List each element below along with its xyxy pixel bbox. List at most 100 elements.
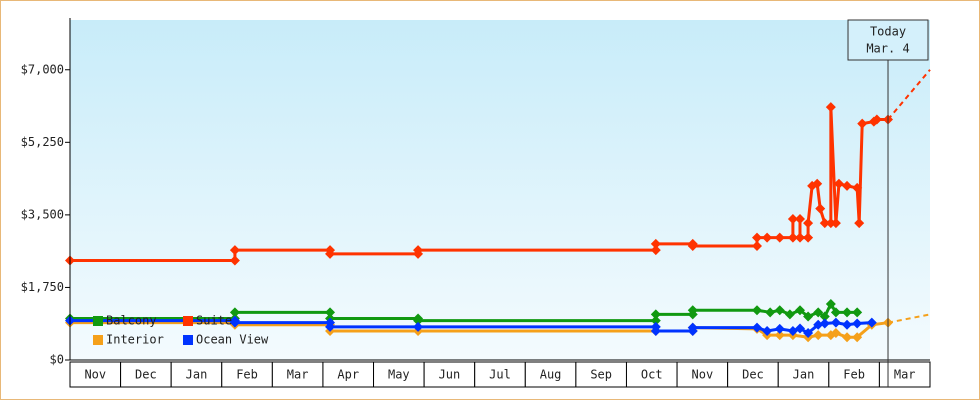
y-tick-label: $3,500 — [21, 207, 64, 221]
point — [813, 319, 824, 330]
point — [794, 232, 805, 243]
legend-swatch — [93, 335, 103, 345]
month-box — [221, 361, 273, 388]
point — [413, 321, 424, 332]
today-label: Today — [870, 25, 906, 39]
x-tick-label: Feb — [236, 368, 258, 382]
month-box — [373, 361, 425, 388]
point — [842, 332, 853, 343]
point — [784, 309, 795, 320]
legend-swatch — [183, 316, 193, 326]
point — [229, 307, 240, 318]
point — [229, 245, 240, 256]
legend-label: Suite — [196, 314, 232, 328]
point — [751, 322, 762, 333]
projection-line — [887, 313, 931, 324]
legend-label: Balcony — [106, 314, 157, 328]
x-tick-label: Oct — [641, 368, 663, 382]
point — [871, 114, 882, 125]
legend-swatch — [93, 316, 103, 326]
point — [687, 322, 698, 333]
point — [813, 307, 824, 318]
point — [687, 305, 698, 316]
month-box — [727, 361, 779, 388]
point — [852, 182, 863, 193]
point — [774, 330, 785, 341]
point — [229, 255, 240, 266]
point — [762, 325, 773, 336]
x-tick-label: Jul — [489, 368, 511, 382]
x-tick-label: Apr — [337, 368, 359, 382]
point — [830, 317, 841, 328]
point — [751, 305, 762, 316]
point — [765, 307, 776, 318]
point — [751, 232, 762, 243]
month-box — [625, 361, 678, 388]
point — [325, 307, 336, 318]
month-box — [170, 361, 223, 388]
point — [325, 248, 336, 259]
point — [842, 319, 853, 330]
point — [815, 203, 826, 214]
point — [762, 232, 773, 243]
point — [687, 240, 698, 251]
today-date: Mar. 4 — [866, 42, 909, 56]
x-tick-label: Dec — [742, 368, 764, 382]
point — [803, 311, 814, 322]
x-tick-label: Jun — [439, 368, 461, 382]
point — [866, 317, 877, 328]
point — [650, 238, 661, 249]
point — [774, 305, 785, 316]
point — [819, 318, 830, 329]
point — [650, 325, 661, 336]
point — [794, 323, 805, 334]
point — [325, 321, 336, 332]
month-box — [575, 361, 627, 388]
point — [852, 307, 863, 318]
point — [830, 307, 841, 318]
point — [650, 315, 661, 326]
point — [830, 218, 841, 229]
y-tick-label: $7,000 — [21, 62, 64, 76]
point — [852, 318, 863, 329]
x-tick-label: Mar — [287, 368, 309, 382]
month-box — [828, 361, 880, 388]
point — [794, 214, 805, 225]
y-tick-label: $1,750 — [21, 280, 64, 294]
legend-swatch — [183, 335, 193, 345]
point — [825, 299, 836, 310]
point — [857, 118, 868, 129]
month-box — [474, 361, 526, 388]
x-tick-label: Mar — [894, 368, 916, 382]
month-box — [271, 361, 324, 388]
x-tick-label: Sep — [590, 368, 612, 382]
point — [794, 305, 805, 316]
y-tick-label: $5,250 — [21, 135, 64, 149]
legend-label: Ocean View — [196, 333, 269, 347]
x-tick-label: Feb — [843, 368, 865, 382]
x-tick-label: Jan — [793, 368, 815, 382]
month-box — [524, 361, 577, 388]
point — [413, 245, 424, 256]
point — [842, 180, 853, 191]
point — [825, 102, 836, 113]
month-box — [777, 361, 830, 388]
projection-line — [887, 69, 931, 121]
point — [819, 311, 830, 322]
x-tick-label: Dec — [135, 368, 157, 382]
x-tick-label: May — [388, 368, 410, 382]
point — [854, 218, 865, 229]
point — [803, 328, 814, 339]
x-tick-label: Nov — [84, 368, 106, 382]
point — [413, 315, 424, 326]
point — [803, 218, 814, 229]
x-tick-label: Nov — [692, 368, 714, 382]
legend-label: Interior — [106, 333, 164, 347]
point — [787, 214, 798, 225]
point — [751, 240, 762, 251]
x-tick-label: Aug — [540, 368, 562, 382]
point — [825, 218, 836, 229]
point — [650, 309, 661, 320]
point — [830, 328, 841, 339]
